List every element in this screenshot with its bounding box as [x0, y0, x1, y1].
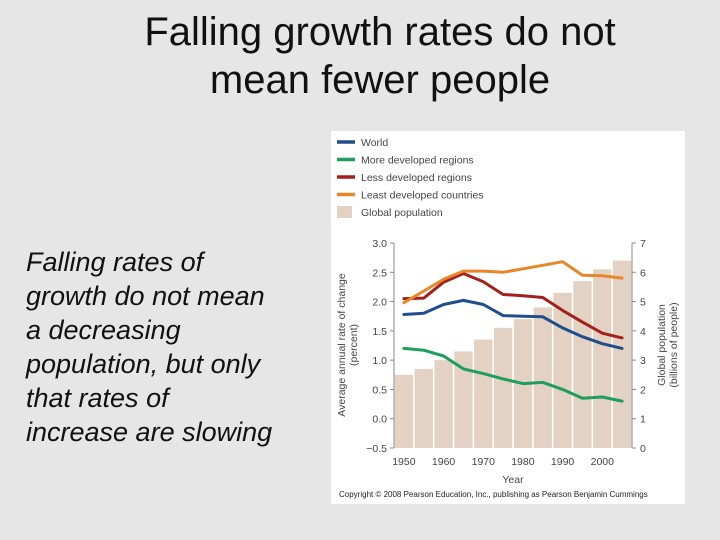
population-bar	[573, 281, 592, 448]
y2-axis-label-line-1: Global population	[656, 304, 668, 386]
x-tick-label: 1980	[511, 456, 535, 468]
y2-axis-label-line-2: (billions of people)	[668, 302, 680, 387]
population-bar	[394, 374, 414, 448]
y-axis-label-line-2: (percent)	[348, 324, 360, 366]
copyright-text: Copyright © 2008 Pearson Education, Inc.…	[339, 490, 648, 499]
body-line-6: increase are slowing	[26, 417, 273, 447]
series-line-1	[402, 346, 624, 403]
population-bar	[493, 327, 513, 448]
y2-tick-label: 7	[640, 238, 646, 250]
population-bar	[474, 339, 493, 448]
legend-label: World	[361, 137, 388, 149]
y2-tick-label: 0	[640, 443, 646, 455]
x-tick-label: 1970	[472, 456, 496, 468]
y-tick-label: 1.0	[372, 355, 387, 367]
population-bar	[612, 260, 632, 448]
legend-label: Global population	[361, 207, 443, 219]
y-axis-label: Average annual rate of change (percent)	[336, 273, 360, 417]
series-line-3	[402, 260, 624, 305]
y-tick-label: 2.0	[372, 297, 387, 309]
chart-figure: 3.0 2.5 2.0 1.5 1.0 0.5 0.0 −0.5 7 6 5 4 3 2 1 0 1950 196…	[331, 131, 685, 504]
legend-label: Least developed countries	[361, 190, 484, 202]
slide-title: Falling growth rates do not mean fewer p…	[60, 8, 700, 104]
legend-label: More developed regions	[361, 155, 474, 167]
body-line-4: population, but only	[26, 349, 261, 379]
population-bar	[553, 292, 572, 448]
rate-lines	[402, 260, 624, 403]
y2-tick-label: 1	[640, 414, 646, 426]
population-bar	[454, 351, 473, 448]
y-tick-label: 2.5	[372, 267, 387, 279]
slide-body-text: Falling rates of growth do not mean a de…	[26, 245, 326, 449]
series-line-0	[402, 298, 624, 350]
population-bar	[434, 360, 453, 448]
population-bar	[593, 269, 612, 448]
y2-tick-label: 4	[640, 326, 646, 338]
x-axis-label: Year	[502, 474, 524, 486]
y-tick-label: 1.5	[372, 326, 387, 338]
y-tick-label: 3.0	[372, 238, 387, 250]
x-tick-label: 1960	[432, 456, 456, 468]
y2-tick-label: 2	[640, 384, 646, 396]
y2-tick-label: 5	[640, 297, 646, 309]
legend-label: Less developed regions	[361, 172, 472, 184]
x-tick-label: 1990	[551, 456, 575, 468]
population-bar	[414, 368, 433, 448]
legend-swatch-box	[337, 206, 352, 218]
y-tick-label: −0.5	[366, 443, 387, 455]
population-bar	[533, 307, 552, 448]
chart-axes	[393, 243, 633, 448]
body-line-1: Falling rates of	[26, 247, 204, 277]
x-tick-label: 2000	[591, 456, 615, 468]
y-tick-label: 0.0	[372, 414, 387, 426]
y-tick-label: 0.5	[372, 384, 387, 396]
x-tick-label: 1950	[392, 456, 416, 468]
body-line-3: a decreasing	[26, 315, 181, 345]
y2-tick-label: 6	[640, 267, 646, 279]
population-growth-chart: 3.0 2.5 2.0 1.5 1.0 0.5 0.0 −0.5 7 6 5 4 3 2 1 0 1950 196…	[336, 137, 680, 499]
y2-axis-label: Global population (billions of people)	[656, 302, 680, 387]
body-line-5: that rates of	[26, 383, 169, 413]
series-line-2	[402, 272, 624, 340]
title-line-2: mean fewer people	[209, 58, 551, 102]
y2-tick-label: 3	[640, 355, 646, 367]
y-axis-label-line-1: Average annual rate of change	[336, 273, 348, 417]
title-line-1: Falling growth rates do not	[144, 10, 616, 54]
tick-labels: 3.0 2.5 2.0 1.5 1.0 0.5 0.0 −0.5 7 6 5 4 3 2 1 0 1950 196…	[366, 238, 646, 468]
body-line-2: growth do not mean	[26, 281, 265, 311]
chart-legend: World More developed regions Less develope…	[337, 137, 484, 219]
